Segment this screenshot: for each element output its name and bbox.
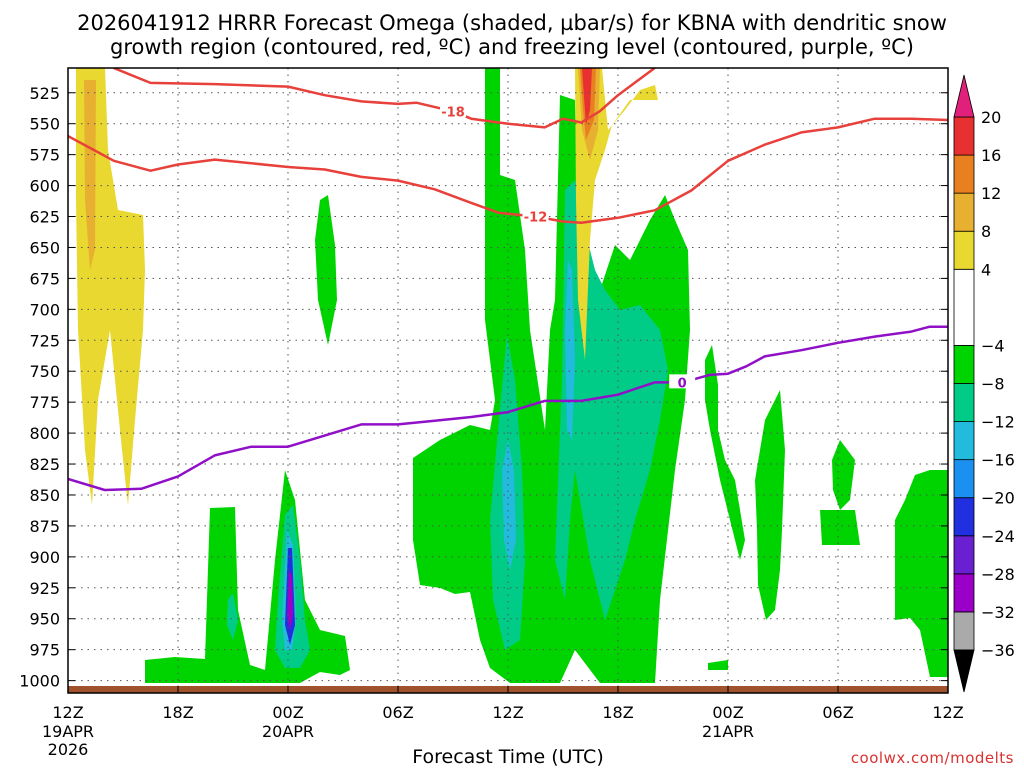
contour-line [68,117,948,224]
x-tick-label: 06Z [822,703,853,722]
y-tick-label: 675 [29,269,60,288]
contour-line [68,325,948,492]
y-tick-label: 700 [29,300,60,319]
omega-region-green-e [755,390,785,620]
omega-region-red [582,68,592,125]
x-tick-label: 06Z [382,703,413,722]
x-tick-label: 00Z [272,703,303,722]
x-tick-label: 12Z [492,703,523,722]
contour-label-bg [522,208,549,223]
x-tick-label: 12Z [932,703,963,722]
colorbar-label: −16 [981,451,1015,470]
colorbar-label: −4 [981,336,1005,355]
contour-label: -18 [441,105,465,120]
omega-region-orange-a [84,80,96,270]
contour-label: -12 [524,211,548,226]
omega-region-green-i [708,660,728,670]
colorbar-bin [953,497,975,537]
colorbar-bin [953,535,975,575]
omega-region-cyan-c [565,260,575,440]
contour-label-bg [669,374,696,389]
y-tick-label: 925 [29,579,60,598]
chart-title-line1: 2026041912 HRRR Forecast Omega (shaded, … [77,11,947,35]
y-tick-label: 600 [29,177,60,196]
colorbar-label: 12 [981,184,1001,203]
colorbar-label: −32 [981,603,1015,622]
y-tick-label: 525 [29,84,60,103]
colorbar-label: 16 [981,146,1001,165]
omega-region-yellow-b [575,68,658,360]
omega-region-seagreen-d [227,593,238,640]
y-tick-label: 650 [29,238,60,257]
x-tick-label: 00Z [712,703,743,722]
colorbar-bin [953,268,975,346]
colorbar-label: −20 [981,489,1015,508]
credit-text: coolwx.com/modelts [851,749,1014,767]
x-tick-date-label: 21APR [702,722,754,741]
y-tick-label: 950 [29,610,60,629]
colorbar-label: 4 [981,260,991,279]
y-tick-label: 625 [29,208,60,227]
x-tick-date-label: 19APR [42,722,94,741]
colorbar-bin [953,611,975,651]
y-tick-label: 775 [29,393,60,412]
y-tick-label: 875 [29,517,60,536]
x-tick-label: 18Z [162,703,193,722]
colorbar-bin [953,345,975,384]
y-tick-label: 1000 [19,672,60,691]
colorbar-bottom-arrow [953,649,975,693]
y-axis: 525 550 575 600 625 650 675 700 725 750 775 800 825 8… [19,84,948,691]
colorbar-bin [953,383,975,422]
colorbar-bin [953,573,975,613]
colorbar: 20 16 12 8 4 −4 −8 −12 −16 −20 −24 −28 −32 −36 [953,74,1015,693]
colorbar-label: −28 [981,565,1015,584]
x-tick-year-label: 2026 [48,740,89,759]
y-tick-label: 975 [29,641,60,660]
colorbar-bin [953,116,975,156]
contour-labels: -18 -12 0 [440,103,696,391]
colorbar-bin [953,421,975,461]
y-tick-label: 825 [29,455,60,474]
y-tick-label: 550 [29,115,60,134]
colorbar-bin [953,154,975,194]
chart-title-line2: growth region (contoured, red, ºC) and f… [110,35,914,59]
grid-lines [68,68,948,693]
y-tick-label: 850 [29,486,60,505]
y-tick-label: 575 [29,146,60,165]
omega-shading [76,68,948,683]
x-tick-label: 12Z [52,703,83,722]
omega-region-green-g [820,510,860,545]
omega-region-cyan-b [502,440,516,570]
colorbar-bin [953,192,975,232]
colorbar-bin [953,459,975,499]
x-axis-title: Forecast Time (UTC) [412,746,603,768]
colorbar-label: −36 [981,641,1015,660]
colorbar-bin [953,230,975,270]
colorbar-label: −8 [981,375,1005,394]
contour-label: 0 [678,376,687,391]
omega-region-green-h [895,470,948,677]
colorbar-top-arrow [953,74,975,118]
y-tick-label: 800 [29,424,60,443]
y-tick-label: 900 [29,548,60,567]
colorbar-label: 8 [981,222,991,241]
omega-region-green-d [705,345,745,560]
x-tick-label: 18Z [602,703,633,722]
x-tick-date-label: 20APR [262,722,314,741]
omega-region-green-f [832,440,855,510]
omega-region-green-b [315,195,337,345]
y-tick-label: 750 [29,362,60,381]
colorbar-label: −12 [981,413,1015,432]
colorbar-label: −24 [981,527,1015,546]
y-tick-label: 725 [29,331,60,350]
contour-label-bg [440,103,466,118]
colorbar-label: 20 [981,108,1001,127]
